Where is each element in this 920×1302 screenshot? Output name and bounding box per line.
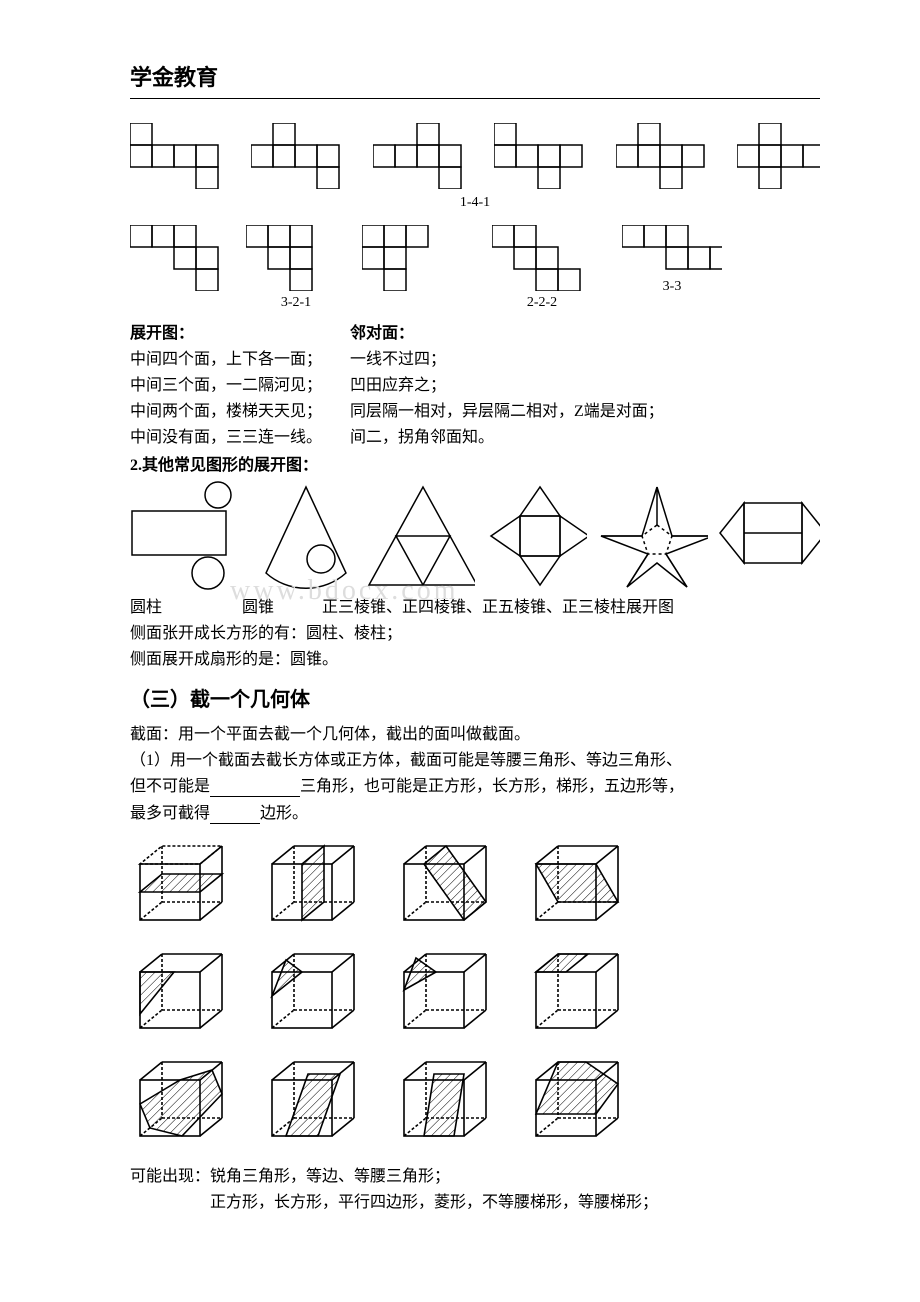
cut-p1d: 最多可截得 [130, 805, 210, 822]
net-321-b [246, 225, 346, 291]
blank-1 [210, 778, 300, 797]
net-row-2: 3-2-1 2-2-2 3-3 [130, 225, 820, 311]
net-321-c [362, 225, 462, 291]
watermark: www.bdocx.com [230, 575, 458, 607]
cube-11 [394, 1054, 494, 1146]
other-line1: 侧面张开成长方形的有：圆柱、棱柱； [130, 619, 820, 643]
net-141-b [251, 123, 354, 189]
blank-2 [210, 805, 260, 824]
cube-7 [394, 946, 494, 1038]
cut-p1e: 边形。 [260, 805, 308, 822]
other-title: 2.其他常见图形的展开图： [130, 451, 820, 475]
unfold-a4: 中间没有面，三三连一线。 [130, 423, 350, 447]
cut-out2: 正方形，长方形，平行四边形，菱形，不等腰梯形，等腰梯形； [130, 1188, 820, 1212]
net-141-f [737, 123, 820, 189]
cube-2 [262, 838, 362, 930]
net-33 [622, 225, 722, 275]
cut-out1: 可能出现：锐角三角形，等边、等腰三角形； [130, 1162, 820, 1186]
unfold-title-b: 邻对面： [350, 319, 820, 343]
section-3-title: （三）截一个几何体 [130, 683, 820, 712]
cube-9 [130, 1054, 230, 1146]
cut-p1b: 但不可能是 [130, 778, 210, 795]
cylinder-net [130, 481, 241, 591]
cube-6 [262, 946, 362, 1038]
cube-4 [526, 838, 626, 930]
cube-grid [130, 838, 820, 1146]
unfold-a1: 中间四个面，上下各一面； [130, 345, 350, 369]
unfold-b3: 同层隔一相对，异层隔二相对，Z端是对面； [350, 397, 820, 421]
unfold-b2: 凹田应弃之； [350, 371, 820, 395]
net-222 [492, 225, 592, 291]
cube-8 [526, 946, 626, 1038]
cube-3 [394, 838, 494, 930]
unfold-b4: 间二，拐角邻面知。 [350, 423, 820, 447]
cube-1 [130, 838, 230, 930]
cube-10 [262, 1054, 362, 1146]
tri-prism-net [718, 481, 820, 591]
net-row-1 [130, 123, 820, 189]
cut-p1a: （1）用一个截面去截长方体或正方体，截面可能是等腰三角形、等边三角形、 [130, 746, 820, 770]
pent-pyr-net [597, 481, 708, 591]
mnemonic-columns: 展开图： 中间四个面，上下各一面； 中间三个面，一二隔河见； 中间两个面，楼梯天… [130, 317, 820, 449]
page: 学金教育 [0, 0, 920, 1254]
title-rule [130, 98, 820, 99]
net-321-a [130, 225, 230, 291]
other-line2: 侧面展开成扇形的是：圆锥。 [130, 645, 820, 669]
cut-p1-line2: 但不可能是 三角形，也可能是正方形，长方形，梯形，五边形等， [130, 772, 820, 797]
net-141-c [373, 123, 476, 189]
net-141-e [616, 123, 719, 189]
cube-12 [526, 1054, 626, 1146]
label-321: 3-2-1 [130, 295, 462, 311]
unfold-title-a: 展开图： [130, 319, 350, 343]
sq-pyr-net [485, 481, 587, 591]
cut-intro: 截面：用一个平面去截一个几何体，截出的面叫做截面。 [130, 720, 820, 744]
label-222: 2-2-2 [492, 295, 592, 311]
net-141-a [130, 123, 233, 189]
brand-title: 学金教育 [130, 60, 820, 92]
unfold-b1: 一线不过四； [350, 345, 820, 369]
label-141: 1-4-1 [130, 195, 820, 211]
unfold-a3: 中间两个面，楼梯天天见； [130, 397, 350, 421]
cube-5 [130, 946, 230, 1038]
cut-p1c: 三角形，也可能是正方形，长方形，梯形，五边形等， [300, 778, 684, 795]
label-33: 3-3 [622, 279, 722, 295]
net-141-d [494, 123, 597, 189]
unfold-a2: 中间三个面，一二隔河见； [130, 371, 350, 395]
cut-p1-line3: 最多可截得 边形。 [130, 799, 820, 824]
